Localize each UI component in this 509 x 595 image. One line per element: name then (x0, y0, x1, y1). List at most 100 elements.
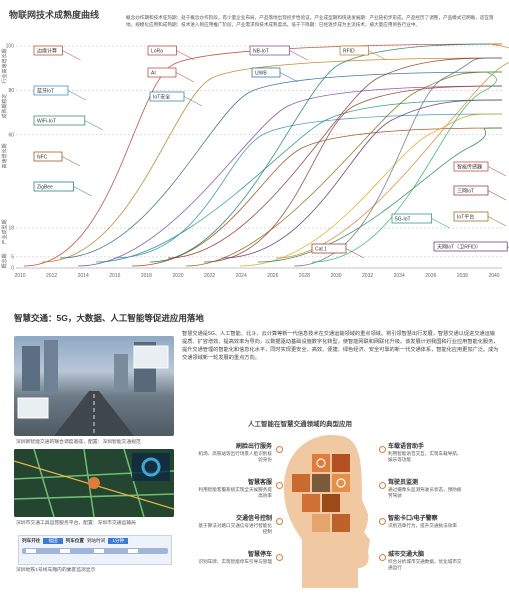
phase-label: 概念期 (1, 253, 8, 268)
ai-application-marker (276, 482, 283, 489)
x-tick-label: 2028 (299, 273, 310, 279)
ai-application-title: 刷脸出行服务 (235, 444, 272, 450)
tech-label-leader (279, 72, 299, 83)
tech-label-box: IoT平台 (453, 211, 507, 227)
banner-tab: 到站时间 (86, 538, 106, 543)
y-tick-label: 100 (6, 44, 15, 50)
tech-label-box: NFC (33, 151, 81, 167)
banner-tab: 1分钟 (108, 538, 129, 544)
tech-label-box: IoT安全 (149, 91, 203, 107)
x-tick-label: 2038 (457, 273, 468, 279)
x-tick-label: 2010 (14, 273, 25, 279)
ai-application-title: 智能卡口/电子警察 (388, 516, 438, 522)
ai-application-desc: 综合分析城市交通数据，优化城市交通运行 (388, 559, 462, 570)
tech-label-leader (183, 96, 203, 107)
maturity-curve (239, 113, 503, 267)
section-title: 智慧交通：5G，大数据、人工智能等促进应用落地 (14, 313, 204, 323)
ai-application-title: 城市交通大脑 (388, 552, 425, 558)
x-tick-label: 2018 (141, 273, 152, 279)
ai-application-marker (379, 554, 386, 561)
x-tick-label: 2024 (236, 273, 247, 279)
y-tick-label: 80 (8, 88, 14, 94)
metro-banner-tabs: 列车开往 福田 列车位置 到站时间 1分钟 (19, 536, 171, 546)
y-tick-label: 0 (11, 266, 14, 272)
tech-label-text: 5G-IoT (395, 217, 411, 223)
banner-tab: 列车开往 (22, 538, 41, 543)
phase-label: 成熟期稳定 (1, 93, 8, 118)
maturity-curve (95, 99, 503, 263)
tech-label-leader (84, 120, 103, 131)
traffic-photo-1 (14, 336, 174, 436)
tech-label-text: Cat.1 (315, 247, 327, 253)
hype-cycle-chart: 100 80 60 18 5 0 2010 2012 2014 2016 2018 2020 2022… (1, 43, 509, 279)
tech-label-box: LoRa (147, 45, 195, 61)
tech-label-text: IoT安全 (153, 94, 170, 101)
banner-tab: 福田 (43, 538, 63, 544)
ai-application: 驾驶员监测 通过摄像头监测驾驶员状态，预防疲劳驾驶 (388, 480, 464, 499)
x-tick-label: 2016 (109, 273, 120, 279)
y-tick-label: 18 (8, 226, 14, 232)
phase-label: 高速增长期 (1, 143, 8, 168)
x-tick-label: 2026 (267, 273, 278, 279)
ai-application-title: 智慧客服 (247, 480, 272, 486)
tech-label-text: ZigBee (37, 185, 53, 191)
chart-title: 物联网技术成熟度曲线 (9, 10, 100, 20)
ai-application-desc: 利用智能客服系统实现全天候服务提高效率 (198, 487, 272, 498)
tech-label-leader (176, 50, 195, 61)
banner-tab: 列车位置 (65, 538, 84, 543)
tech-label-box: 边缘计算 (33, 45, 81, 61)
ai-application-title: 智慧停车 (247, 552, 272, 558)
tech-label-leader (62, 50, 81, 61)
tech-label-box: WiFi-IoT (33, 115, 103, 131)
tech-label-leader (431, 218, 450, 229)
metro-car-icon (22, 548, 168, 554)
x-tick-label: 2032 (362, 273, 373, 279)
maturity-curve (311, 71, 503, 263)
maturity-curve (59, 71, 503, 259)
maturity-curve (149, 43, 503, 263)
ai-head-illustration (284, 434, 370, 588)
ai-application-title: 车载语音助手 (388, 444, 425, 450)
x-tick-label: 2022 (204, 273, 215, 279)
tech-label-box: 5G-IoT (391, 213, 450, 229)
tech-label-box: 天网IoT（卫RFID） (433, 241, 509, 252)
metro-banner: 列车开往 福田 列车位置 到站时间 1分钟 (18, 535, 172, 565)
traffic-photo-1-art (17, 340, 169, 436)
ai-application-marker (276, 446, 283, 453)
section-intro: 智慧交通是5G、人工智能、北斗、云计算等新一代信息技术在交通运输领域的重点领域。… (182, 331, 499, 361)
maturity-curve (167, 57, 503, 259)
traffic-photo-2 (14, 449, 174, 517)
tech-label-text: NFC (37, 155, 48, 161)
tech-label-leader (175, 72, 195, 83)
ai-application-marker (379, 482, 386, 489)
ai-application-marker (276, 554, 283, 561)
maturity-curve (23, 43, 503, 267)
maturity-curve (221, 99, 503, 259)
tech-label-text: NB-IoT (253, 49, 269, 55)
banner-caption: 深圳地铁1号线车厢内的乘客监测显示 (16, 568, 96, 573)
x-tick-label: 2040 (488, 273, 499, 279)
tech-label-text: IoT平台 (457, 214, 474, 221)
ai-application-title: 驾驶员监测 (388, 480, 419, 486)
photo-2-caption: 深圳市交通工具运营服务平台，配置：深圳市交通运输局 (16, 521, 136, 526)
tech-label-box: ZigBee (33, 181, 92, 197)
tech-label-text: 天网IoT（卫RFID） (437, 245, 481, 251)
tech-label-leader (67, 90, 87, 101)
head-tile-grid (292, 454, 350, 532)
y-tick-label: 60 (8, 132, 14, 138)
phase-label: 产业成型期 (1, 219, 8, 244)
tech-label-text: 蓝牙IoT (37, 88, 54, 95)
tech-label-text: LoRa (151, 49, 163, 55)
tech-label-text: 智能传感器 (457, 164, 482, 171)
ai-application-title: 交通信号控制 (235, 516, 272, 522)
ai-application: 刷脸出行服务 机场、高铁站等出行场景人脸识别核验身份 (196, 444, 272, 463)
ai-application: 智慧客服 利用智能客服系统实现全天候服务提高效率 (196, 480, 272, 499)
traffic-map-art (14, 449, 174, 517)
ai-section-title: 人工智能在智慧交通领域的典型应用 (248, 421, 352, 428)
ai-application: 车载语音助手 利用智能语音交互，实现车载导航、娱乐等功能 (388, 444, 464, 463)
tech-label-leader (487, 216, 507, 227)
ai-application-marker (379, 518, 386, 525)
x-tick-label: 2030 (330, 273, 341, 279)
maturity-curve (275, 43, 509, 259)
maturity-curve (113, 113, 503, 259)
